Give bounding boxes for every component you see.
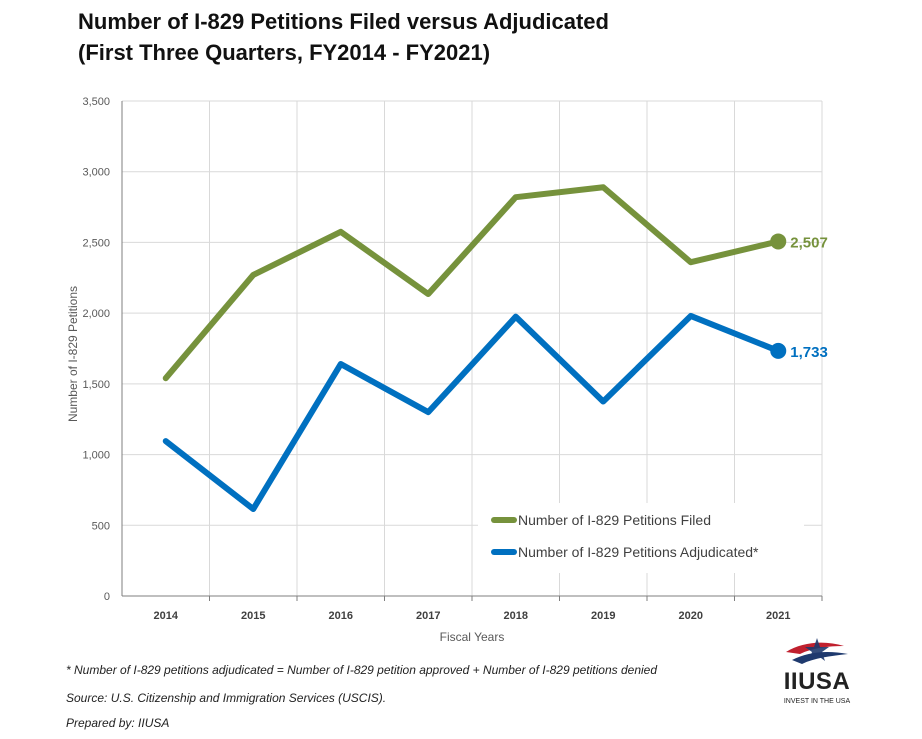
- y-tick-label: 0: [104, 591, 110, 603]
- series-end-marker-1: [770, 233, 787, 250]
- footnote-definition: * Number of I-829 petitions adjudicated …: [66, 663, 658, 677]
- y-tick-label: 3,500: [82, 96, 110, 108]
- y-tick-label: 2,000: [82, 308, 110, 320]
- x-tick-label: 2016: [329, 610, 353, 622]
- series-line-2: [162, 312, 782, 513]
- x-tick-label: 2019: [591, 610, 615, 622]
- x-axis-title: Fiscal Years: [440, 630, 505, 644]
- x-tick-label: 2017: [416, 610, 440, 622]
- y-tick-label: 3,000: [82, 167, 110, 179]
- legend-label-2: Number of I-829 Petitions Adjudicated*: [518, 544, 759, 560]
- x-tick-label: 2018: [504, 610, 528, 622]
- y-tick-label: 500: [92, 520, 110, 532]
- chart-title-line1: Number of I-829 Petitions Filed versus A…: [78, 9, 609, 34]
- legend-background: [478, 503, 804, 573]
- x-tick-label: 2014: [154, 610, 179, 622]
- series-line-1: [162, 184, 782, 382]
- chart-title: Number of I-829 Petitions Filed versus A…: [78, 6, 609, 68]
- series-end-label-1: 2,507: [790, 234, 828, 251]
- x-tick-label: 2021: [766, 610, 790, 622]
- x-tick-label: 2020: [679, 610, 703, 622]
- chart-title-line2: (First Three Quarters, FY2014 - FY2021): [78, 40, 491, 65]
- iiusa-logo: IIUSA INVEST IN THE USA: [772, 634, 862, 714]
- line-chart: 0 500 1,000 1,500 2,000 2,500 3,000 3,500 2014 20…: [66, 96, 828, 644]
- y-tick-label: 2,500: [82, 237, 110, 249]
- y-tick-label: 1,500: [82, 379, 110, 391]
- logo-wordmark: IIUSA: [783, 668, 851, 695]
- series-end-label-2: 1,733: [790, 344, 828, 361]
- footnote-prepared-by: Prepared by: IIUSA: [66, 716, 170, 730]
- y-axis-title: Number of I-829 Petitions: [66, 286, 80, 422]
- series-end-marker-2: [770, 342, 787, 359]
- legend-label-1: Number of I-829 Petitions Filed: [518, 512, 711, 528]
- x-tick-label: 2015: [241, 610, 265, 622]
- y-tick-label: 1,000: [82, 450, 110, 462]
- footnote-source: Source: U.S. Citizenship and Immigration…: [66, 691, 387, 705]
- star-emblem-icon: [786, 638, 848, 664]
- logo-tagline: INVEST IN THE USA: [783, 698, 851, 705]
